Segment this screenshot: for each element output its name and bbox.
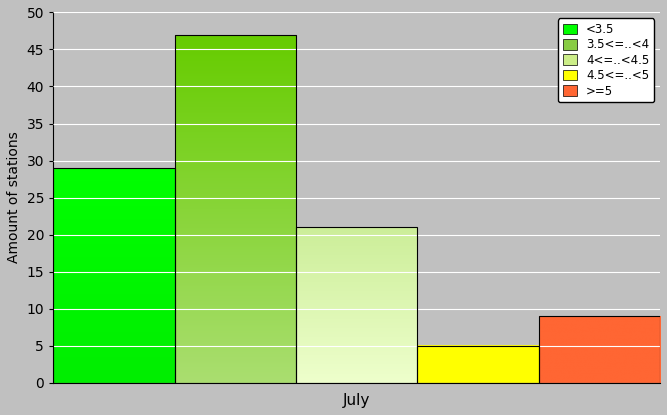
Legend: <3.5, 3.5<=..<4, 4<=..<4.5, 4.5<=..<5, >=5: <3.5, 3.5<=..<4, 4<=..<4.5, 4.5<=..<5, >… [558, 18, 654, 102]
Y-axis label: Amount of stations: Amount of stations [7, 132, 21, 264]
Bar [539, 316, 660, 383]
Bar [296, 227, 418, 383]
Bar [53, 168, 175, 383]
Bar [418, 346, 539, 383]
Bar [175, 35, 296, 383]
